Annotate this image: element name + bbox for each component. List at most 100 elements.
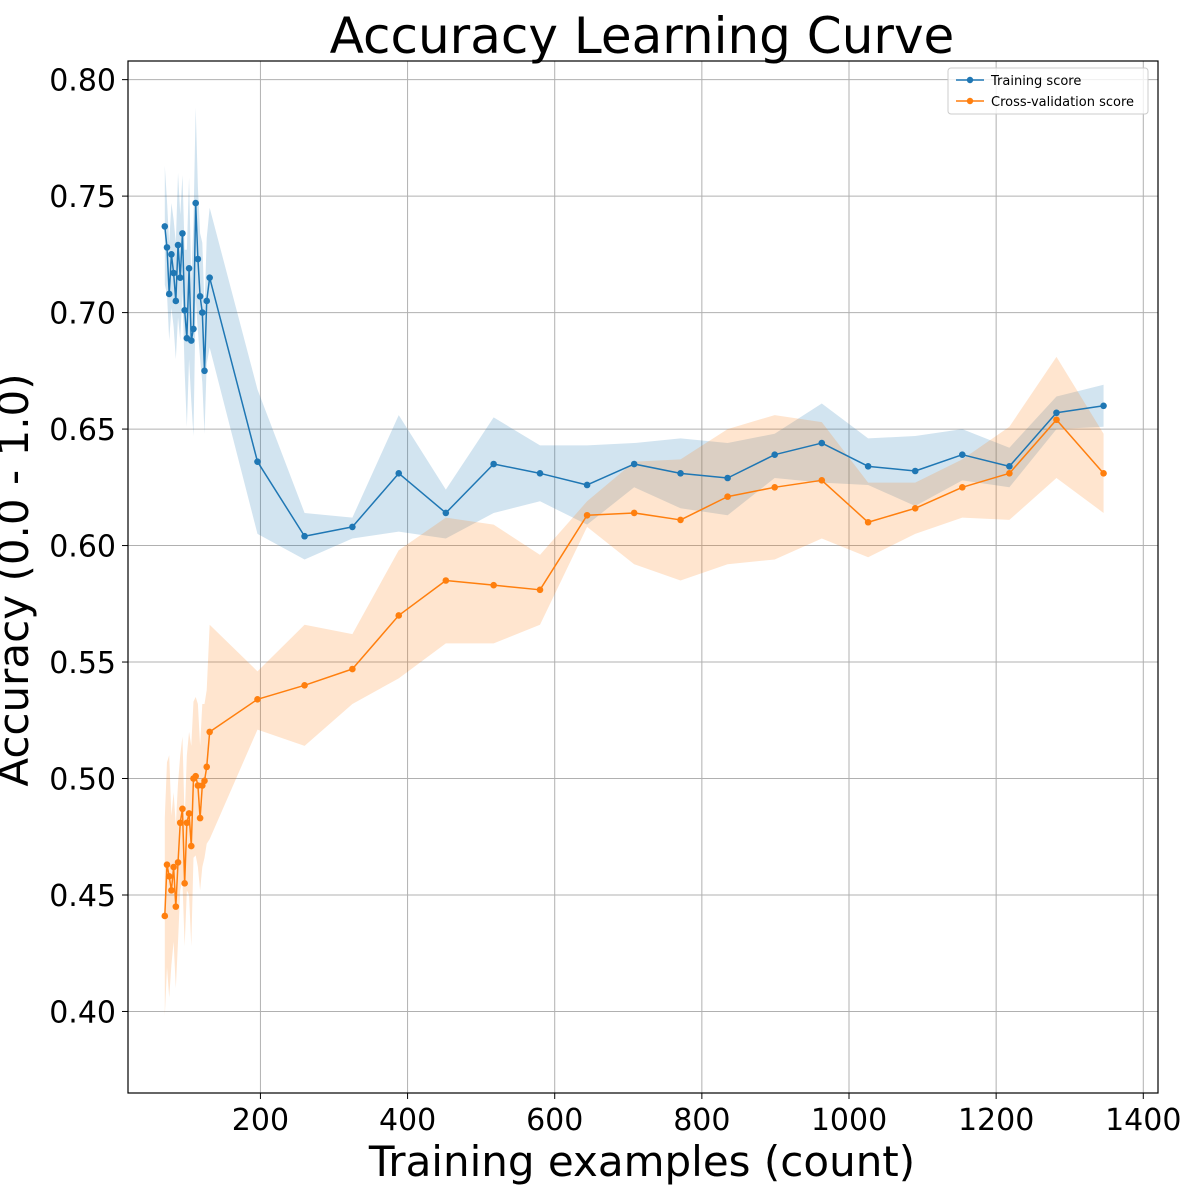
y-tick-label: 0.70: [49, 297, 116, 332]
training-score-point: [490, 460, 497, 468]
cross-validation-point: [179, 805, 186, 813]
cross-validation-point: [201, 777, 208, 785]
cross-validation-point: [172, 903, 180, 910]
cross-validation-point: [1053, 416, 1060, 424]
training-score-point: [1100, 402, 1107, 410]
cross-validation-point: [395, 612, 403, 619]
training-score-point: [165, 290, 173, 298]
cross-validation-point: [192, 772, 199, 780]
legend-label-training: Training score: [990, 74, 1081, 89]
training-score-point: [301, 532, 308, 540]
training-score-line: [164, 202, 1104, 537]
x-tick-label: 1200: [958, 1103, 1034, 1138]
axis-ticks: 200 400 600 800 1000 1200 1400 0.40 0.45 0.50 0.55…: [49, 64, 1181, 1138]
training-score-point: [194, 255, 202, 263]
x-tick-label: 400: [379, 1103, 436, 1138]
training-score-point: [163, 244, 171, 251]
cross-validation-point: [183, 819, 191, 827]
training-score-point: [818, 439, 826, 447]
y-tick-label: 0.60: [49, 530, 116, 565]
training-score-point: [583, 481, 591, 489]
cross-validation-point: [203, 763, 211, 771]
cross-validation-point: [490, 581, 497, 589]
training-score-point: [442, 509, 450, 517]
training-score-point: [536, 470, 544, 477]
cross-validation-point: [771, 484, 778, 491]
cross-validation-point: [1006, 470, 1013, 477]
cross-validation-line: [164, 419, 1105, 916]
x-tick-label: 1000: [811, 1103, 887, 1138]
x-tick-label: 200: [232, 1103, 289, 1138]
x-axis-label: Training examples (count): [368, 1137, 915, 1186]
training-score-point: [181, 306, 188, 314]
training-score-point: [168, 251, 175, 258]
training-score-point: [190, 325, 197, 333]
x-tick-label: 1400: [1105, 1103, 1181, 1138]
cross-validation-point: [911, 504, 919, 512]
training-score-point: [192, 199, 199, 207]
training-score-point: [172, 297, 180, 305]
x-tick-label: 800: [673, 1103, 730, 1138]
y-tick-label: 0.40: [49, 995, 116, 1030]
cross-validation-point: [187, 842, 195, 850]
grid-lines: [128, 61, 1158, 1093]
training-score-point: [206, 274, 213, 281]
y-tick-label: 0.80: [49, 64, 116, 99]
cross-validation-point: [959, 484, 966, 491]
training-score-band: [164, 107, 1104, 560]
training-score-point: [911, 467, 919, 475]
cross-validation-point: [301, 682, 308, 689]
series-lines: [164, 202, 1105, 916]
training-score-point: [203, 297, 211, 305]
cross-validation-point: [168, 887, 175, 894]
legend-label-cross-validation: Cross-validation score: [991, 95, 1134, 110]
cross-validation-point: [677, 516, 684, 524]
cross-validation-point: [181, 880, 188, 887]
training-score-point: [959, 451, 966, 458]
training-score-point: [724, 474, 731, 482]
cross-validation-point: [442, 577, 450, 584]
training-score-point: [771, 451, 778, 458]
training-score-point: [174, 241, 182, 249]
y-tick-label: 0.55: [49, 646, 116, 681]
cross-validation-point: [724, 493, 731, 500]
cross-validation-point: [165, 873, 173, 880]
training-score-point: [199, 309, 206, 316]
y-tick-label: 0.50: [49, 763, 116, 798]
y-axis-label: Accuracy (0.0 - 1.0): [0, 373, 38, 786]
training-score-point: [176, 274, 184, 281]
training-score-point: [185, 265, 193, 272]
series-markers: [161, 199, 1107, 920]
training-score-point: [395, 470, 403, 477]
cross-validation-point: [254, 696, 261, 703]
cross-validation-point: [583, 511, 591, 519]
plot-frame: [127, 60, 1159, 1094]
legend-box: [947, 67, 1149, 115]
training-score-point: [187, 337, 195, 344]
cross-validation-point: [818, 477, 826, 484]
cross-validation-point: [1100, 470, 1107, 477]
training-score-point: [677, 470, 684, 477]
y-tick-label: 0.65: [49, 413, 116, 448]
training-score-point: [201, 367, 208, 375]
cross-validation-point: [170, 863, 177, 871]
cross-validation-point: [206, 728, 213, 736]
training-score-point: [1006, 463, 1013, 470]
training-score-point: [161, 223, 169, 230]
cross-validation-point: [176, 819, 184, 827]
training-score-point: [349, 523, 356, 531]
cross-validation-point: [349, 665, 356, 673]
legend: Training score Cross-validation score: [947, 67, 1149, 115]
training-score-point: [170, 269, 177, 277]
x-tick-label: 600: [526, 1103, 583, 1138]
cross-validation-point: [185, 810, 193, 817]
training-score-point: [179, 230, 186, 237]
cross-validation-point: [630, 509, 638, 517]
training-score-point: [630, 460, 638, 468]
y-tick-label: 0.75: [49, 180, 116, 215]
cross-validation-point: [864, 518, 872, 526]
cross-validation-point: [161, 912, 169, 920]
